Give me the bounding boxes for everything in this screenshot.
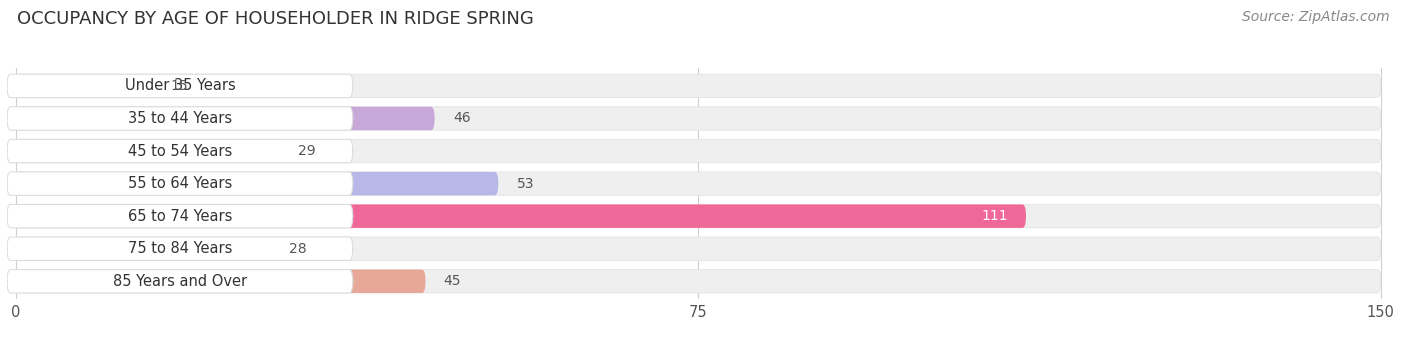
Text: 65 to 74 Years: 65 to 74 Years [128,209,232,224]
FancyBboxPatch shape [15,107,434,130]
FancyBboxPatch shape [15,204,1381,228]
Text: 53: 53 [516,176,534,191]
FancyBboxPatch shape [7,74,353,98]
Text: 15: 15 [170,79,188,93]
FancyBboxPatch shape [7,237,353,260]
Text: Under 35 Years: Under 35 Years [125,79,235,94]
FancyBboxPatch shape [7,139,353,163]
FancyBboxPatch shape [7,172,353,195]
FancyBboxPatch shape [15,172,1381,195]
Text: Source: ZipAtlas.com: Source: ZipAtlas.com [1241,10,1389,24]
FancyBboxPatch shape [15,237,1381,260]
Text: 28: 28 [290,242,307,256]
FancyBboxPatch shape [15,204,1026,228]
Text: 85 Years and Over: 85 Years and Over [112,274,247,289]
FancyBboxPatch shape [7,107,353,130]
Text: 45 to 54 Years: 45 to 54 Years [128,143,232,158]
FancyBboxPatch shape [7,270,353,293]
Text: 29: 29 [298,144,316,158]
FancyBboxPatch shape [15,74,153,98]
FancyBboxPatch shape [15,74,1381,98]
FancyBboxPatch shape [15,139,1381,163]
Text: 35 to 44 Years: 35 to 44 Years [128,111,232,126]
Text: 45: 45 [444,274,461,288]
FancyBboxPatch shape [7,204,353,228]
FancyBboxPatch shape [15,237,271,260]
Text: 46: 46 [453,112,471,125]
FancyBboxPatch shape [15,139,280,163]
Text: 55 to 64 Years: 55 to 64 Years [128,176,232,191]
FancyBboxPatch shape [15,172,498,195]
FancyBboxPatch shape [15,107,1381,130]
FancyBboxPatch shape [15,270,1381,293]
Text: 75 to 84 Years: 75 to 84 Years [128,241,232,256]
Text: 111: 111 [981,209,1008,223]
FancyBboxPatch shape [15,270,426,293]
Text: OCCUPANCY BY AGE OF HOUSEHOLDER IN RIDGE SPRING: OCCUPANCY BY AGE OF HOUSEHOLDER IN RIDGE… [17,10,534,28]
